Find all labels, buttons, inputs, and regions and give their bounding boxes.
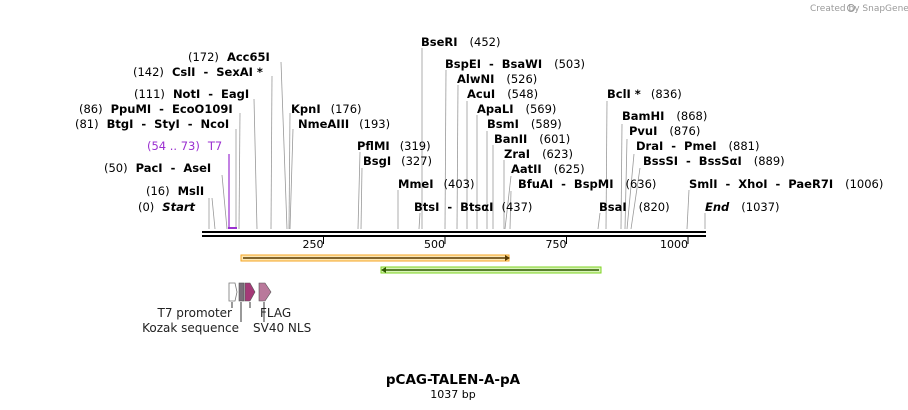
sequence-backbone (202, 231, 706, 237)
t7-primer-marker[interactable] (228, 154, 237, 229)
site-label-pflmi[interactable]: PflMI (319) (357, 139, 431, 153)
site-label-bsgi[interactable]: BsgI (327) (363, 154, 432, 168)
site-labels: (0) Start (16) MslI (50) PacI - AseI (54 ..… (75, 35, 883, 214)
snapgene-brand: SnapGene (862, 4, 908, 14)
site-label-end[interactable]: End (1037) (705, 200, 780, 214)
leader-line (686, 189, 690, 230)
axis-tick-label: 1000 (660, 238, 688, 251)
site-label-bfuai-bspmi[interactable]: BfuAI - BspMI (636) (518, 177, 656, 191)
leader-line (605, 100, 608, 230)
leader-line (509, 190, 512, 230)
site-leader-lines (208, 48, 706, 230)
leader-line (456, 84, 459, 230)
snapgene-credit: Created by SnapGene (810, 4, 908, 14)
orf-green[interactable] (380, 266, 602, 274)
site-label-btsi-btsai[interactable]: BtsI - BtsαI (437) (414, 200, 532, 214)
site-label-bsssi-bsssai[interactable]: BssSI - BssSαI (889) (643, 154, 785, 168)
site-label-acc65i[interactable]: (172) Acc65I (188, 50, 270, 64)
orf-orange-arrowhead-icon (505, 255, 510, 261)
site-label-acui[interactable]: AcuI (548) (467, 87, 538, 101)
leader-line (288, 112, 291, 230)
sv40-nls-icon[interactable] (258, 282, 272, 302)
leader-line (360, 167, 363, 230)
site-label-ppumi-ecoo109i[interactable]: (86) PpuMI - EcoO109I (79, 102, 233, 116)
site-label-paci-asei[interactable]: (50) PacI - AseI (104, 161, 211, 175)
primer-label-t7[interactable]: (54 .. 73) T7 (147, 139, 222, 153)
site-label-aatii[interactable]: AatII (625) (511, 162, 585, 176)
site-label-kpni[interactable]: KpnI (176) (291, 102, 362, 116)
site-label-bamhi[interactable]: BamHI (868) (622, 109, 707, 123)
leader-line (597, 212, 601, 230)
leader-line (211, 197, 216, 230)
axis-tick-label: 750 (546, 238, 567, 251)
plasmid-name: pCAG-TALEN-A-pA (386, 372, 521, 388)
site-label-bsmi[interactable]: BsmI (589) (487, 117, 562, 131)
site-label-bsai[interactable]: BsaI (820) (599, 200, 670, 214)
leader-line (630, 167, 641, 230)
leader-line (270, 75, 273, 230)
axis-tick-label: 500 (424, 238, 445, 251)
feature-label-sv40-nls: SV40 NLS (253, 321, 311, 335)
feature-label-flag: FLAG (260, 306, 291, 320)
leader-line (624, 138, 628, 230)
t7-promoter-icon[interactable] (228, 282, 238, 302)
leader-line (221, 174, 228, 230)
feature-glyphs (228, 282, 272, 322)
leader-line (289, 128, 294, 230)
credit-prefix: Created by (810, 4, 860, 14)
site-label-bseri[interactable]: BseRI (452) (421, 35, 500, 49)
leader-line (357, 151, 361, 230)
axis-ticks: 250 500 750 1000 (303, 237, 689, 251)
leader-line (626, 153, 635, 230)
feature-label-t7-promoter: T7 promoter (157, 306, 233, 320)
site-label-bspei-bsawi[interactable]: BspEI - BsaWI (503) (445, 57, 585, 71)
site-label-bcli[interactable]: BclI * (836) (607, 87, 682, 101)
plasmid-length: 1037 bp (430, 388, 475, 401)
leader-line (280, 61, 288, 230)
orf-orange[interactable] (240, 254, 510, 262)
site-label-msli[interactable]: (16) MslI (146, 184, 204, 198)
site-label-mmei[interactable]: MmeI (403) (398, 177, 474, 191)
site-label-start[interactable]: (0) Start (138, 200, 196, 214)
site-label-banii[interactable]: BanII (601) (494, 132, 570, 146)
site-label-csli-sexai[interactable]: (142) CslI - SexAI * (133, 65, 263, 79)
site-label-zrai[interactable]: ZraI (623) (504, 147, 573, 161)
orf-green-arrowhead-icon (381, 267, 386, 273)
site-label-smli-xhoi-paer7i[interactable]: SmlI - XhoI - PaeR7I (1006) (689, 177, 883, 191)
site-label-noti-eagi[interactable]: (111) NotI - EagI (134, 87, 249, 101)
axis-tick-label: 250 (303, 238, 324, 251)
leader-line (238, 112, 241, 230)
feature-label-kozak: Kozak sequence (142, 321, 239, 335)
leader-line (444, 69, 447, 230)
snapgene-logo-icon (847, 4, 855, 12)
kozak-sequence-icon[interactable] (238, 282, 245, 302)
site-label-apali[interactable]: ApaLI (569) (477, 102, 556, 116)
leader-line (253, 98, 258, 230)
site-label-nmeaiii[interactable]: NmeAIII (193) (298, 117, 390, 131)
site-label-alwni[interactable]: AlwNI (526) (457, 72, 537, 86)
leader-line (418, 212, 421, 230)
feature-labels: T7 promoter Kozak sequence FLAG SV40 NLS (142, 306, 311, 335)
site-label-drai-pmei[interactable]: DraI - PmeI (881) (636, 139, 759, 153)
site-label-btgi-styi-ncoi[interactable]: (81) BtgI - StyI - NcoI (75, 117, 229, 131)
flag-icon[interactable] (244, 282, 256, 302)
leader-line (620, 123, 623, 230)
leader-line (504, 175, 512, 230)
svg-text:Created by SnapGene: Created by SnapGene (810, 4, 908, 14)
site-label-pvui[interactable]: PvuI (876) (629, 124, 700, 138)
